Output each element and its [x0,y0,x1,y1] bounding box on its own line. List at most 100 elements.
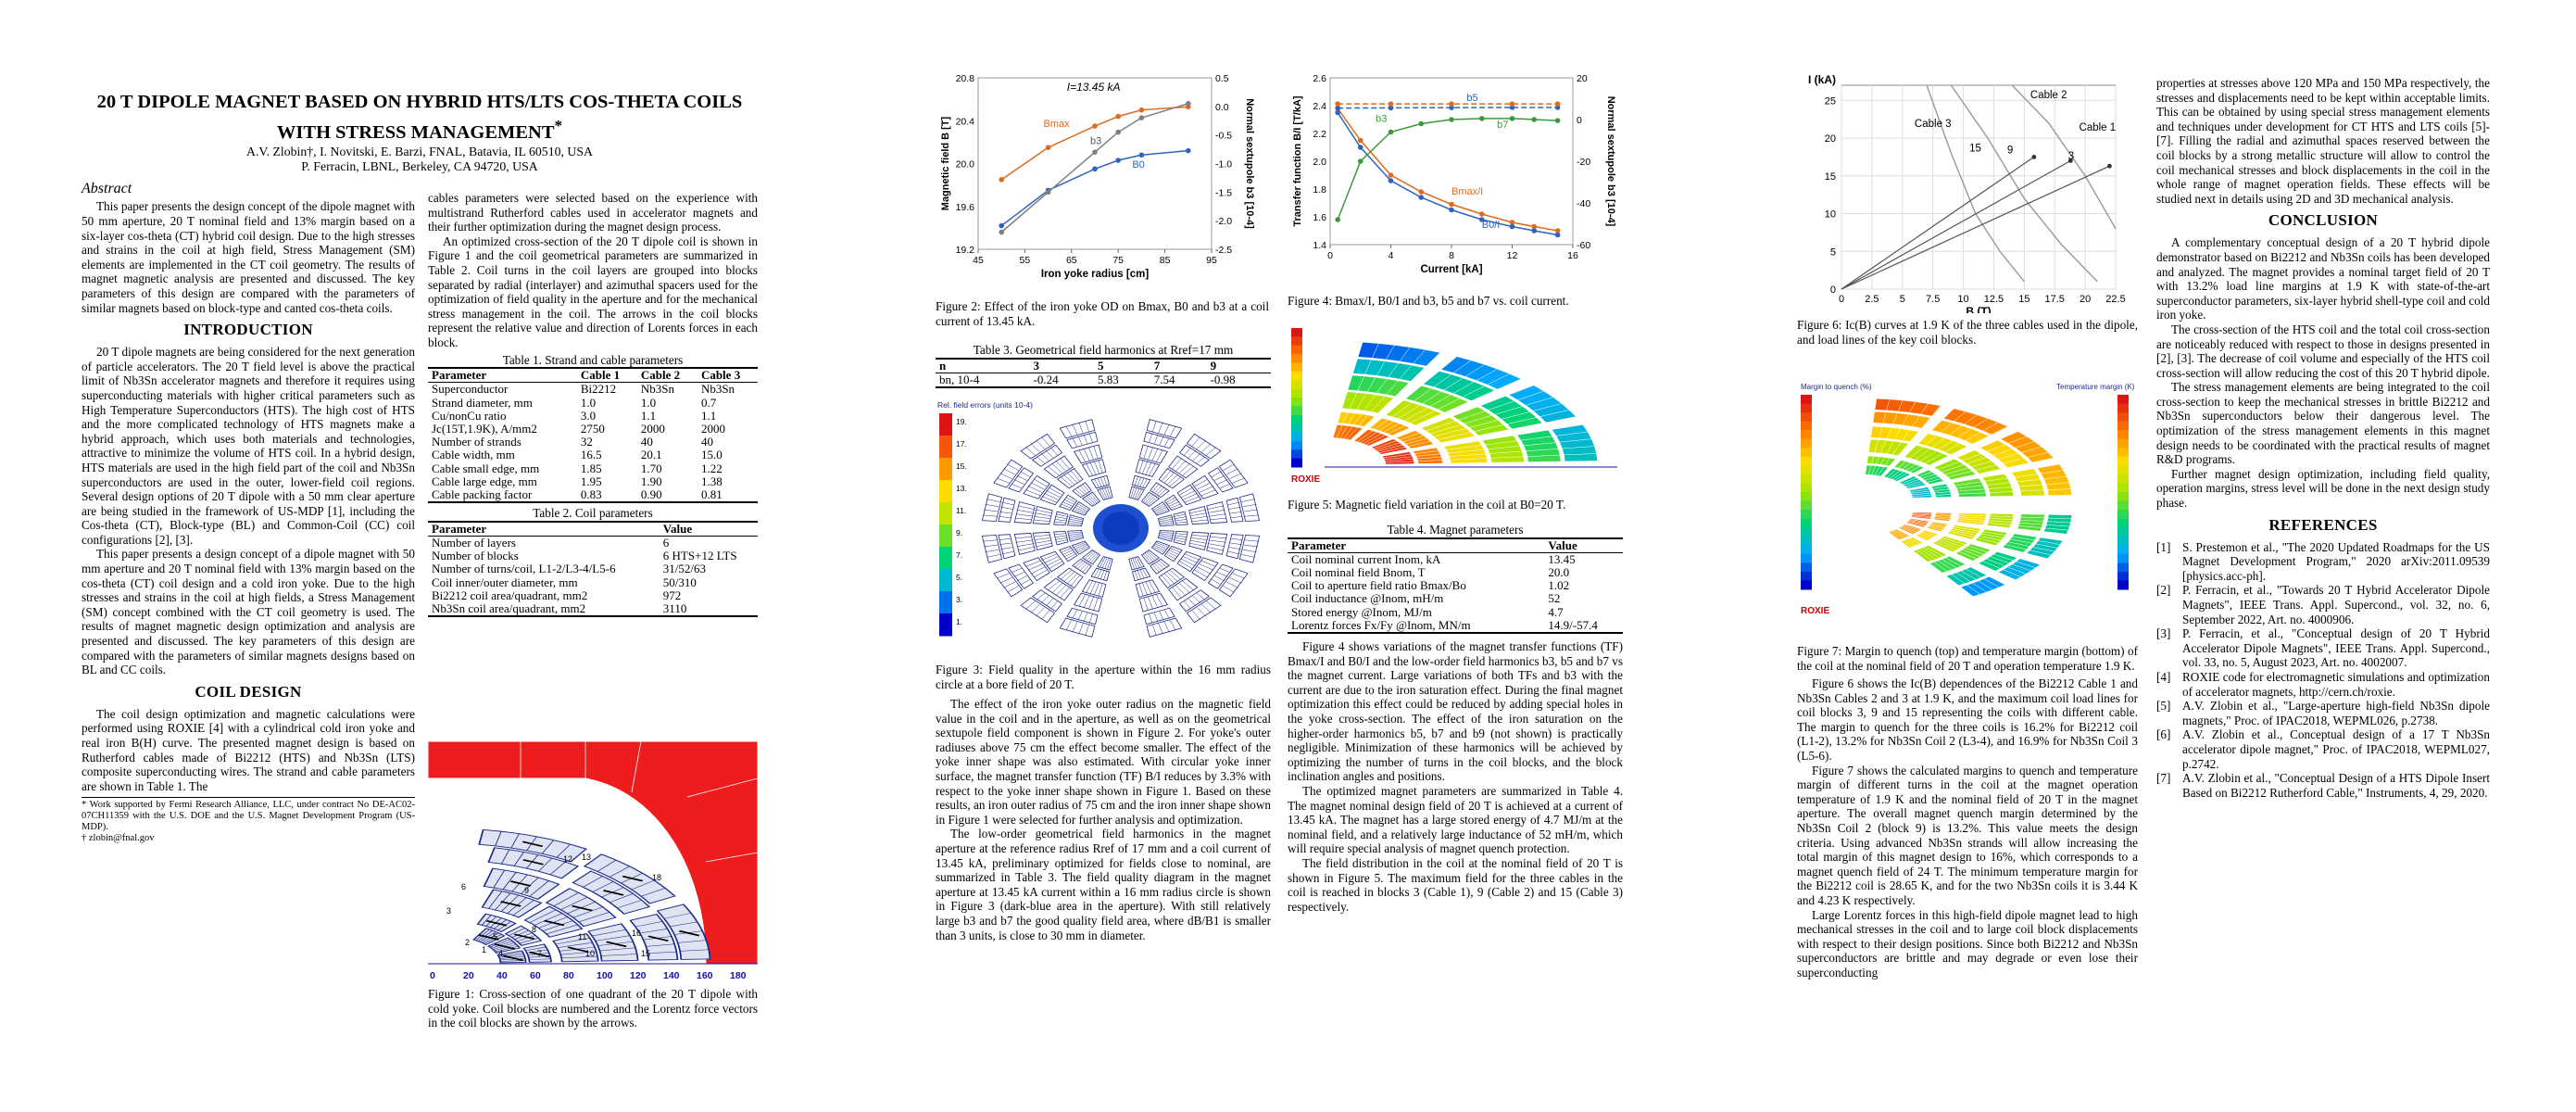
coil-turn [1068,518,1083,522]
coil-turn [1098,460,1103,474]
table1-cell: 40 [700,435,713,449]
coil-turn [1087,447,1094,460]
coil-turn-cell [2037,463,2064,474]
coil-turn [1151,596,1159,609]
coil-turn [1046,490,1061,499]
axis-tick-label: 20 [463,970,474,981]
coil-turn [1137,476,1142,486]
coil-turn-cell [1332,424,1343,438]
table4-row: Coil inductance @Inom, mH/m 52 [1288,592,1623,605]
coil-turn [1169,425,1176,436]
coil-turn-cell [1371,438,1398,449]
coil-turn [1149,613,1153,624]
series-line [1337,107,1558,232]
colorbar-cell [1801,448,1812,458]
abstract-heading: Abstract [82,180,132,196]
coil-turn [1169,501,1180,507]
lorentz-arrow [509,880,532,887]
coil-block [1023,474,1050,499]
coil-turn [1149,580,1156,593]
coil-turn [498,952,523,957]
coil-block [552,933,599,963]
x-tick-label: 17.5 [2045,294,2065,305]
series-label: b5 [1466,93,1477,104]
coil-turn [1107,558,1112,570]
coil-turn-cell [1910,515,1931,520]
table4-header: Parameter [1291,537,1347,552]
coil-block [523,905,584,938]
coil-turn [1225,468,1238,475]
lorentz-arrow [606,941,627,948]
table1-cell: 0.90 [640,486,662,501]
column-3-text: The effect of the iron yoke outer radius… [936,697,1271,942]
data-point [1388,178,1394,183]
coil-block [1188,531,1210,550]
coil-turn [1103,475,1107,486]
coil-turn [1094,461,1100,474]
table1-cell: 15.0 [700,448,723,462]
coil-turn [1089,553,1099,563]
references-heading: REFERENCES [2268,515,2378,534]
coil-turn [1190,540,1207,544]
data-point [1357,137,1363,144]
table2-cell: Bi2212 coil area/quadrant, mm2 [432,588,588,602]
coil-turn [1088,433,1093,443]
block-number-label: 10 [585,949,595,958]
colorbar-cell [2117,483,2129,493]
colorbar-cell [1801,580,1812,590]
coil-block [1173,511,1188,526]
colorbar-cell [1801,483,1812,493]
coil-block [1097,556,1113,571]
legend-value: 11. [956,506,966,515]
table4-row: Coil to aperture field ratio Bmax/Bo 1.02 [1288,579,1623,592]
coil-turn [1054,519,1066,522]
coil-turn-cell [1956,449,1981,461]
coil-turn [1167,572,1178,583]
coil-turn [1181,558,1196,566]
coil-turn [1158,623,1163,635]
coil-turn-cell [1930,484,1949,489]
coil-turn [1149,463,1156,476]
coil-turn [1030,566,1045,575]
coil-turn [1197,607,1206,617]
coil-turn [1025,489,1041,497]
coil-turn [1077,611,1083,621]
coil-turn [1104,558,1110,569]
coil-turn [1156,449,1163,462]
coil-block [1168,455,1199,479]
coil-turn-cell [1913,550,1932,562]
legend-value: 19. [956,417,967,426]
coil-turn [1147,497,1158,506]
coil-turn-cell [1900,540,1913,549]
coil-block [1225,534,1244,560]
coil-turn-cell [1953,477,1982,486]
coil-turn-cell [1516,430,1553,441]
series-label: Cable 1 [2080,122,2117,133]
table4-cell: 1.02 [1548,578,1570,593]
coil-turn-cell [1482,435,1518,446]
coil-turn [561,955,598,959]
table3-caption: Table 3. Geometrical field harmonics at … [973,343,1234,357]
axis-tick-label: 0 [430,970,435,981]
coil-turn [1054,535,1066,537]
coil-turn-cell [1451,406,1486,421]
data-point [1115,129,1121,135]
coil-turn [1003,468,1016,475]
coil-turn [1143,598,1149,612]
coil-turn [1159,436,1164,446]
data-point [1449,105,1454,110]
coil-turn [592,929,626,937]
data-point [1554,232,1561,238]
ic-curve [2011,84,2117,230]
coil-turn [1197,482,1212,490]
table1-row: Cable packing factor 0.83 0.90 0.81 [428,486,758,503]
coil-turn [1027,563,1043,571]
coil-turn-cell [1352,358,1372,375]
legend-value: 3. [956,595,962,604]
coil-turn [1074,488,1084,497]
coil-turn [553,892,580,906]
footnotes: * Work supported by Fermi Research Allia… [82,797,415,844]
coil-turn [1242,549,1257,553]
coil-turn [534,913,562,926]
coil-turn-cell [1440,356,1472,373]
